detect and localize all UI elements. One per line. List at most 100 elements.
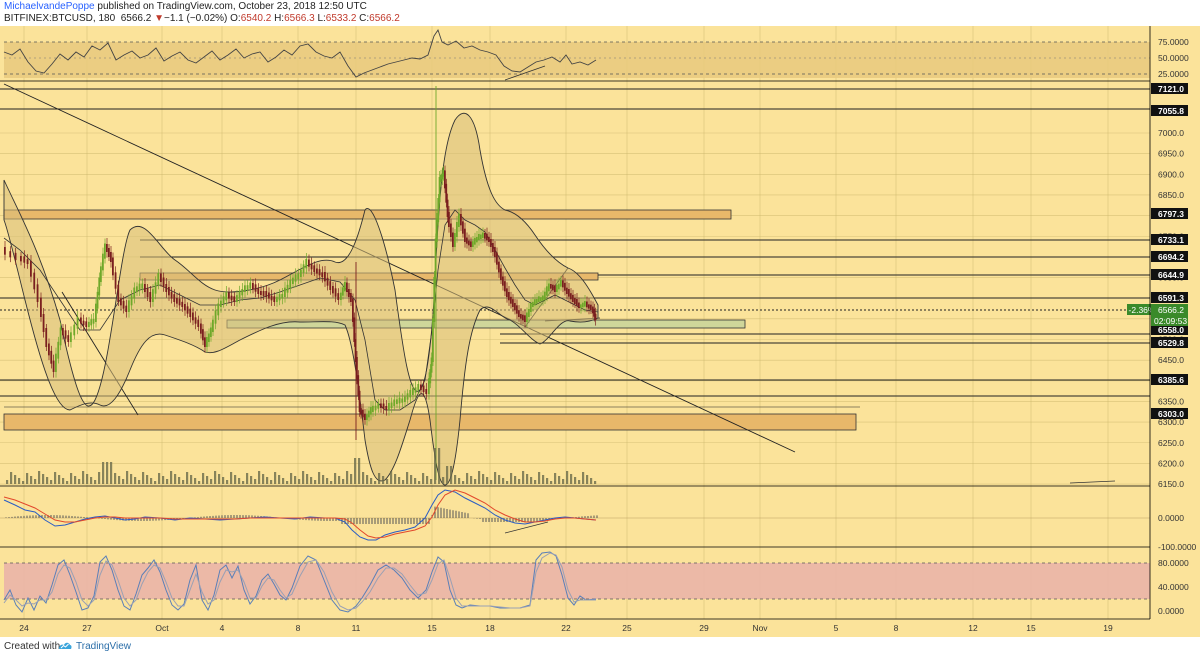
rsi-axis-labels: 75.0000 50.0000 25.0000	[1158, 37, 1189, 79]
published-text: published on TradingView.com, October 23…	[97, 1, 367, 12]
stoch-axis-labels: 80.0000 40.0000 0.0000	[1158, 558, 1189, 616]
chart-footer: Created with TradingView	[0, 637, 1200, 657]
macd-pane	[0, 480, 1150, 541]
level-tag[interactable]	[1151, 408, 1188, 419]
level-tag[interactable]	[1151, 269, 1188, 280]
level-tag[interactable]	[1151, 234, 1188, 245]
symbol-label: BITFINEX:BTCUSD, 180	[4, 13, 116, 24]
time-label: 8	[894, 623, 899, 633]
price-tick: 7000.0	[1158, 128, 1184, 138]
ohlc-line: BITFINEX:BTCUSD, 180 6566.2 ▼−1.1 (−0.02…	[4, 13, 400, 25]
time-label: 8	[296, 623, 301, 633]
rsi-band	[4, 42, 1150, 78]
level-tag[interactable]	[1151, 337, 1188, 348]
close-label: C:	[359, 13, 370, 24]
pct-badge-text: -2.36%	[1129, 305, 1156, 315]
stoch-tick: 80.0000	[1158, 558, 1189, 568]
stoch-tick: 40.0000	[1158, 582, 1189, 592]
time-label: 22	[561, 623, 571, 633]
pct-badge	[1127, 304, 1157, 315]
trendline-short[interactable]	[61, 291, 139, 416]
stoch-tick: 0.0000	[1158, 606, 1184, 616]
last-price-tag-text: 6566.2	[1158, 305, 1184, 315]
level-tag-text: 6303.0	[1158, 409, 1184, 419]
down-arrow-icon: ▼	[154, 13, 164, 24]
time-label: 5	[834, 623, 839, 633]
publish-line: MichaelvandePoppe published on TradingVi…	[4, 1, 367, 13]
price-tick: 6300.0	[1158, 417, 1184, 427]
level-tag[interactable]	[1151, 208, 1188, 219]
time-label: 29	[699, 623, 709, 633]
time-label: 15	[1026, 623, 1036, 633]
tradingview-brand-link[interactable]: TradingView	[76, 641, 132, 652]
price-level-tags[interactable]: 7121.0 7055.8 6797.3 6733.1 6694.2 6644.9 6591…	[1151, 83, 1188, 419]
level-tag-text: 6558.0	[1158, 325, 1184, 335]
level-tag[interactable]	[1151, 83, 1188, 94]
price-change: −1.1 (−0.02%)	[163, 13, 228, 24]
tradingview-logo-icon	[59, 642, 72, 649]
macd-tick: -100.0000	[1158, 542, 1197, 552]
level-tag[interactable]	[1151, 251, 1188, 262]
price-tick: 6250.0	[1158, 438, 1184, 448]
level-tag[interactable]	[1151, 292, 1188, 303]
price-tick: 6150.0	[1158, 479, 1184, 489]
level-tag-text: 6733.1	[1158, 235, 1184, 245]
price-tick: 6200.0	[1158, 458, 1184, 468]
current-price-badges: -2.36%	[1127, 304, 1157, 315]
level-tag-text: 7055.8	[1158, 106, 1184, 116]
time-label: 24	[19, 623, 29, 633]
chart-header: MichaelvandePoppe published on TradingVi…	[0, 0, 1200, 26]
high-label: H:	[274, 13, 285, 24]
macd-line	[3, 489, 597, 541]
stochastic-pane	[3, 551, 1150, 613]
time-axis-labels: 24 27 Oct 4 8 11 15 18 22 25 29 Nov 5 8 12 15 19	[19, 623, 1113, 633]
price-tick: 6900.0	[1158, 169, 1184, 179]
time-label: 19	[1103, 623, 1113, 633]
level-tag-text: 6797.3	[1158, 209, 1184, 219]
low-label: L:	[317, 13, 326, 24]
author-link[interactable]: MichaelvandePoppe	[4, 1, 95, 12]
rsi-line	[3, 28, 597, 78]
stoch-d-line	[3, 552, 596, 611]
high-value: 6566.3	[284, 13, 315, 24]
stochastic-band	[4, 563, 1150, 599]
price-tick: 6450.0	[1158, 355, 1184, 365]
close-value: 6566.2	[369, 13, 400, 24]
descending-trendline[interactable]	[3, 83, 796, 453]
rsi-tick: 75.0000	[1158, 37, 1189, 47]
price-tick: 6350.0	[1158, 396, 1184, 406]
last-price-tag: 6566.2 02:09:53	[1151, 304, 1188, 326]
level-tag-text: 6529.8	[1158, 338, 1184, 348]
open-label: O:	[230, 13, 241, 24]
candles	[4, 86, 597, 480]
level-tag[interactable]	[1151, 374, 1188, 385]
low-value: 6533.2	[325, 13, 357, 24]
time-label: Nov	[752, 623, 768, 633]
last-price: 6566.2	[120, 13, 152, 24]
created-with-label: Created with	[4, 641, 61, 652]
time-label: 18	[485, 623, 495, 633]
level-tag[interactable]	[1151, 324, 1188, 335]
price-pane: -2.36%	[0, 83, 1157, 486]
level-tag-text: 6591.3	[1158, 293, 1184, 303]
time-label: 11	[352, 623, 361, 633]
level-tag-text: 6694.2	[1158, 252, 1184, 262]
price-tick: 6850.0	[1158, 190, 1184, 200]
time-label: 4	[220, 623, 225, 633]
macd-tick: 0.0000	[1158, 513, 1184, 523]
level-tag-text: 6644.9	[1158, 270, 1184, 280]
rsi-tick: 50.0000	[1158, 53, 1189, 63]
price-tick: 6950.0	[1158, 149, 1184, 159]
rsi-pane	[3, 28, 1150, 81]
time-label: 27	[82, 623, 92, 633]
volume-bars	[6, 448, 597, 484]
level-tag-text: 6385.6	[1158, 375, 1184, 385]
macd-axis-labels: 0.0000 -100.0000	[1158, 513, 1197, 552]
level-tag-text: 7121.0	[1158, 84, 1184, 94]
level-tag[interactable]	[1151, 105, 1188, 116]
signal-line	[3, 489, 597, 539]
time-label: Oct	[155, 623, 169, 633]
time-label: 15	[427, 623, 437, 633]
